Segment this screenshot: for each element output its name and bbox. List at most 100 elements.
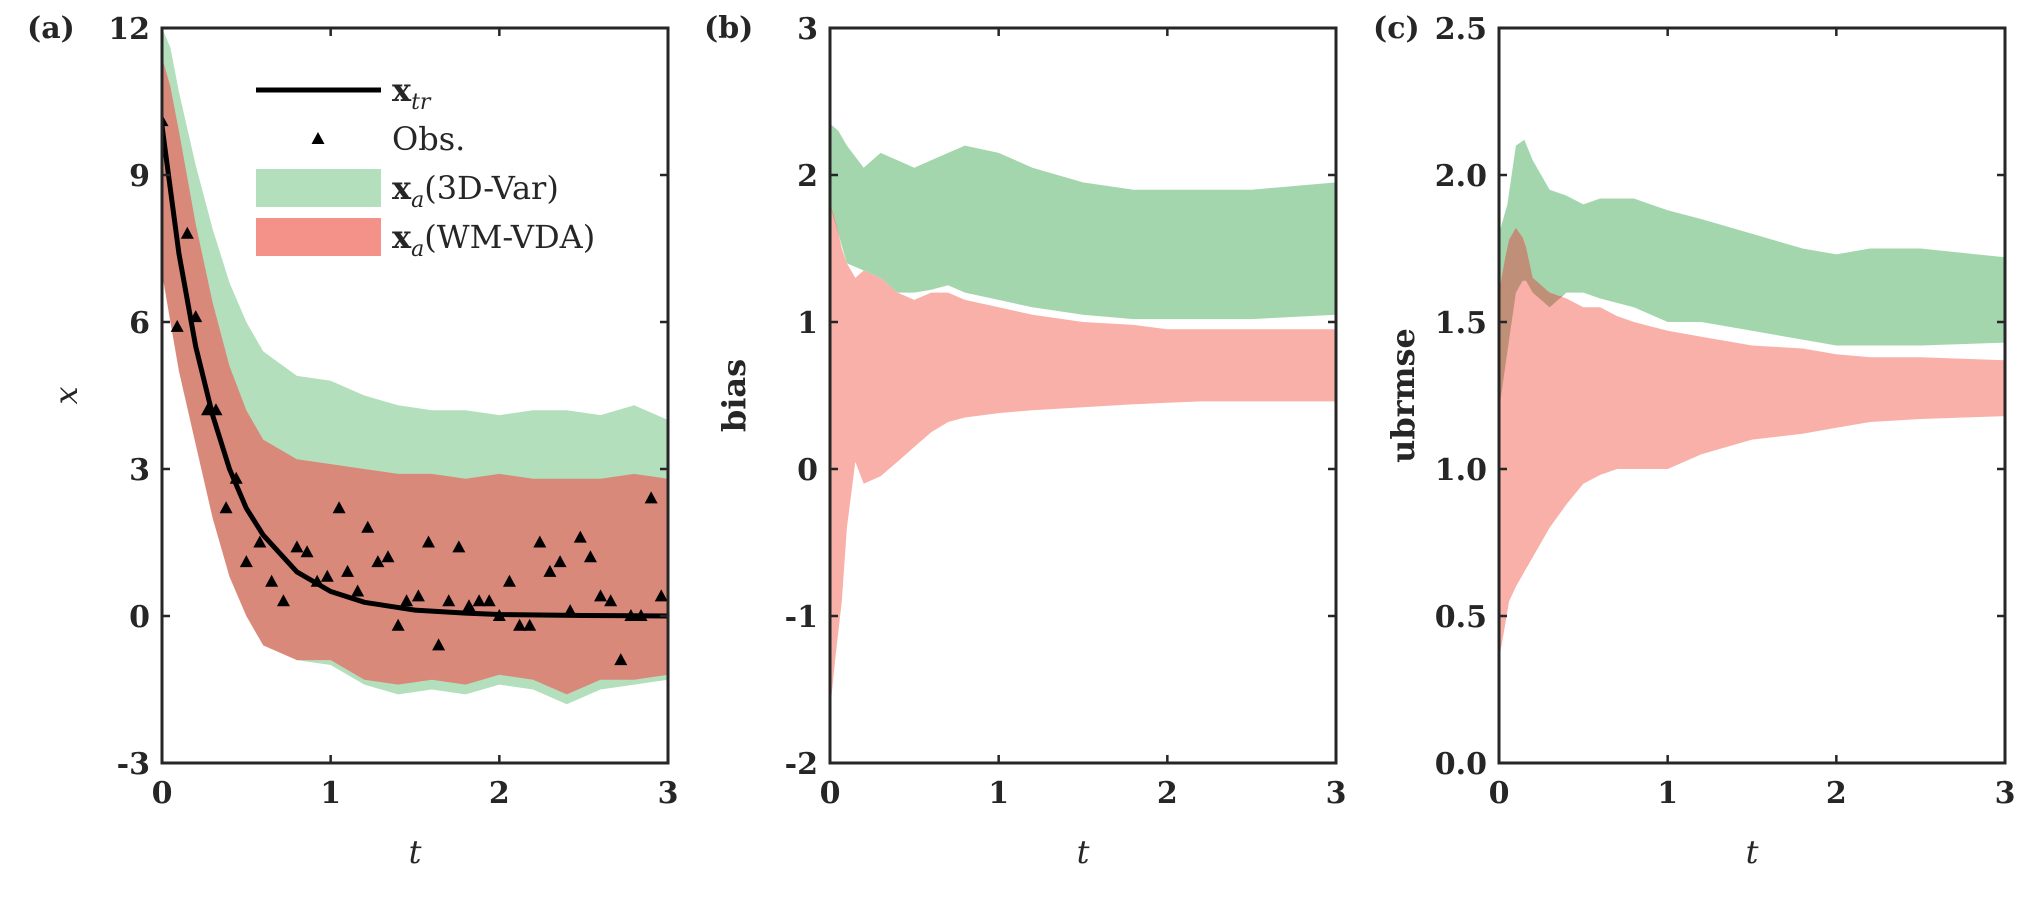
obs-point	[472, 594, 486, 607]
obs-point	[229, 471, 243, 484]
legend-label: Obs.	[392, 120, 465, 158]
obs-point	[553, 555, 567, 568]
y-tick-label: 3	[797, 12, 818, 47]
obs-point	[563, 604, 577, 617]
x-tick-label: 2	[489, 776, 510, 811]
obs-point	[624, 609, 638, 621]
x-axis-label: t	[1077, 833, 1090, 871]
obs-point	[502, 574, 516, 587]
y-tick-label: 0	[797, 453, 818, 488]
obs-point	[290, 540, 304, 553]
y-tick-label: 0	[129, 600, 150, 635]
obs-point	[400, 594, 414, 607]
y-tick-label: -3	[117, 747, 150, 782]
y-axis-label: bias	[715, 359, 753, 432]
x-tick-label: 1	[320, 776, 341, 811]
band-3d-var	[830, 123, 1336, 320]
band-x-a-wm-vda-	[162, 57, 668, 695]
y-tick-label: 1	[797, 306, 818, 341]
obs-point	[189, 310, 203, 323]
plot-area	[162, 28, 668, 705]
x-tick-label: 3	[658, 776, 679, 811]
x-tick-label: 1	[988, 776, 1009, 811]
obs-point	[351, 584, 365, 597]
band-3d-var	[1499, 139, 2005, 411]
x-tick-label: 0	[152, 776, 173, 811]
obs-point	[421, 535, 435, 548]
obs-point	[310, 574, 324, 587]
obs-point	[180, 226, 194, 239]
x-axis-label: t	[1746, 833, 1759, 871]
y-axis-label: ubrmse	[1384, 328, 1422, 463]
y-tick-label: 2	[797, 159, 818, 194]
y-tick-label: 0.0	[1435, 747, 1487, 782]
obs-point	[654, 589, 668, 602]
legend-label: xtr	[392, 71, 432, 115]
x-tick-label: 0	[1489, 776, 1510, 811]
panel-label: (b)	[704, 11, 753, 46]
obs-point	[523, 618, 537, 631]
y-tick-label: 9	[129, 159, 150, 194]
obs-point	[583, 550, 597, 563]
y-tick-label: 2.5	[1435, 12, 1487, 47]
obs-point	[594, 589, 608, 602]
panel-b: 0 1 2 3 -2 -1 0 1 2 3 (b) t bias	[704, 11, 1346, 871]
y-tick-label: 12	[108, 12, 150, 47]
y-axis-label: x	[47, 386, 85, 404]
x-tick-label: 2	[1157, 776, 1178, 811]
x-tick-label: 3	[1326, 776, 1347, 811]
obs-point	[265, 574, 279, 587]
legend-label: xa(WM-VDA)	[392, 218, 595, 262]
obs-point	[604, 594, 618, 607]
legend-item-obs: Obs.	[311, 120, 465, 158]
legend-item-wmvda: xa(WM-VDA)	[256, 218, 595, 262]
plot-area	[830, 123, 1336, 712]
x-tick-label: 1	[1657, 776, 1678, 811]
legend-item-xtr: xtr	[256, 71, 432, 115]
band-wm-vda	[830, 204, 1336, 712]
legend-marker-swatch	[311, 132, 325, 144]
axes-box	[828, 26, 1338, 765]
obs-point	[391, 618, 405, 631]
obs-point	[276, 594, 290, 607]
obs-point	[452, 540, 466, 553]
y-tick-label: 1.0	[1435, 453, 1487, 488]
obs-point	[371, 555, 385, 568]
obs-point	[543, 564, 557, 577]
axes-box	[160, 26, 670, 765]
obs-point	[533, 535, 547, 548]
x-axis-label: t	[409, 833, 422, 871]
x-tick-label: 2	[1826, 776, 1847, 811]
obs-point	[201, 403, 215, 416]
line-xtr	[162, 125, 668, 619]
obs-point	[442, 594, 456, 607]
obs-point	[219, 501, 233, 514]
axes-box	[1497, 26, 2007, 765]
obs-point	[253, 535, 267, 548]
y-tick-label: -1	[785, 600, 818, 635]
legend-patch-swatch	[256, 218, 381, 256]
band-wm-vda	[1499, 227, 2005, 661]
y-tick-label: -2	[785, 747, 818, 782]
legend-item-3dvar: xa(3D-Var)	[256, 169, 559, 213]
panel-label: (a)	[27, 11, 75, 46]
obs-point	[361, 520, 375, 533]
legend-patch-swatch	[256, 169, 381, 207]
obs-point	[573, 530, 587, 543]
y-tick-label: 3	[129, 453, 150, 488]
obs-point	[341, 564, 355, 577]
y-tick-label: 6	[129, 306, 150, 341]
y-tick-label: 2.0	[1435, 159, 1487, 194]
obs-point	[513, 618, 527, 631]
obs-point	[432, 638, 446, 651]
obs-point	[239, 555, 253, 568]
obs-point	[300, 545, 314, 558]
obs-point	[170, 319, 184, 332]
obs-point	[411, 589, 425, 602]
obs-point	[614, 653, 628, 666]
obs-point	[482, 594, 496, 607]
obs-point	[162, 114, 169, 127]
x-tick-label: 3	[1995, 776, 2016, 811]
obs-point	[492, 609, 506, 621]
